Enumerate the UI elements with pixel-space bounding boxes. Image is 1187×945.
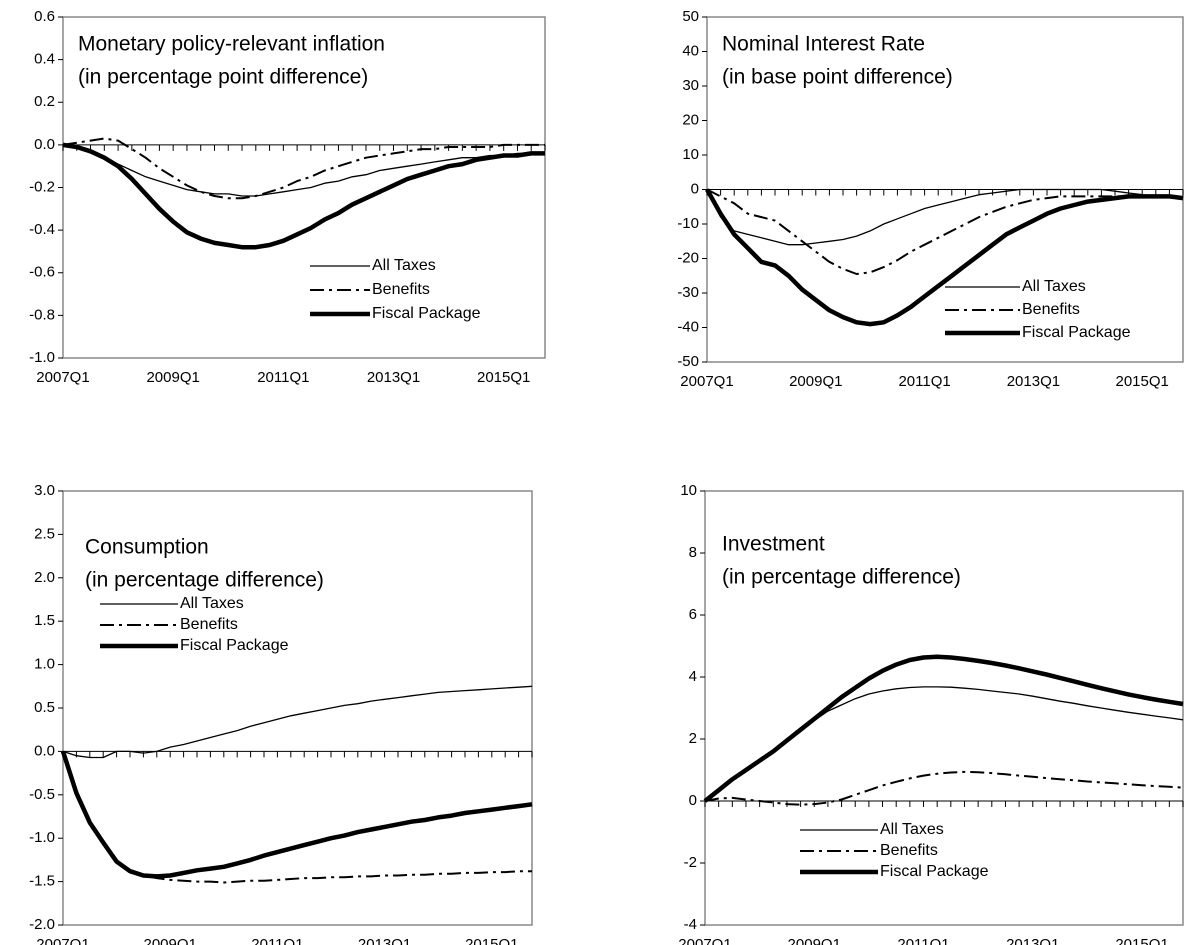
- y-tick-label: 2.5: [34, 525, 55, 542]
- legend-label: Fiscal Package: [1022, 324, 1131, 341]
- legend-label: Fiscal Package: [372, 305, 481, 322]
- y-tick-label: 8: [689, 544, 697, 561]
- chart-title: Investment: [722, 533, 825, 556]
- y-tick-label: -1.0: [29, 349, 55, 366]
- y-tick-label: 10: [682, 146, 699, 163]
- y-tick-label: 2.0: [34, 569, 55, 586]
- y-tick-label: -0.2: [29, 178, 55, 195]
- x-tick-label: 2007Q1: [36, 369, 89, 386]
- y-tick-label: -4: [684, 916, 697, 933]
- y-tick-label: -0.4: [29, 221, 55, 238]
- y-tick-label: -10: [677, 215, 699, 232]
- chart-title: Monetary policy-relevant inflation: [78, 33, 385, 56]
- series-line: [706, 188, 1184, 275]
- chart-subtitle: (in percentage difference): [722, 566, 961, 589]
- chart-subtitle: (in percentage point difference): [78, 66, 368, 89]
- x-tick-label: 2011Q1: [897, 936, 949, 945]
- y-tick-label: 20: [682, 111, 699, 128]
- y-tick-label: -1.0: [29, 829, 55, 846]
- series-line: [62, 142, 545, 250]
- x-tick-label: 2009Q1: [789, 373, 842, 390]
- legend-label: Fiscal Package: [880, 863, 989, 880]
- series-line: [62, 685, 533, 759]
- y-tick-label: 6: [689, 606, 697, 623]
- x-tick-label: 2015Q1: [477, 369, 530, 386]
- y-tick-label: -0.6: [29, 264, 55, 281]
- x-tick-label: 2011Q1: [257, 369, 309, 386]
- chart-subtitle: (in percentage difference): [85, 569, 324, 592]
- legend-label: All Taxes: [372, 257, 436, 274]
- x-tick-label: 2013Q1: [358, 936, 411, 945]
- x-tick-label: 2013Q1: [367, 369, 420, 386]
- y-tick-label: -20: [677, 249, 699, 266]
- series-line: [706, 188, 1184, 246]
- x-tick-label: 2007Q1: [680, 373, 733, 390]
- y-tick-label: 50: [682, 8, 699, 25]
- y-tick-label: 0: [691, 180, 699, 197]
- y-tick-label: 2: [689, 730, 697, 747]
- x-tick-label: 2011Q1: [898, 373, 950, 390]
- series-line: [62, 751, 532, 884]
- y-tick-label: -1.5: [29, 873, 55, 890]
- legend-label: Fiscal Package: [180, 637, 289, 654]
- y-tick-label: 0.0: [34, 742, 55, 759]
- legend-label: All Taxes: [180, 595, 244, 612]
- series-line: [705, 188, 1184, 327]
- y-tick-label: -40: [677, 318, 699, 335]
- chart-title: Nominal Interest Rate: [722, 33, 925, 56]
- y-tick-label: 4: [689, 668, 697, 685]
- y-tick-label: -2: [684, 854, 697, 871]
- legend-label: All Taxes: [1022, 278, 1086, 295]
- legend-label: Benefits: [880, 842, 938, 859]
- y-tick-label: -0.5: [29, 786, 55, 803]
- x-tick-label: 2009Q1: [788, 936, 841, 945]
- y-tick-label: 1.0: [34, 656, 55, 673]
- y-tick-label: 0.0: [34, 136, 55, 153]
- x-tick-label: 2009Q1: [146, 369, 199, 386]
- y-tick-label: 1.5: [34, 612, 55, 629]
- x-tick-label: 2013Q1: [1007, 373, 1060, 390]
- y-tick-label: 0.5: [34, 699, 55, 716]
- x-tick-label: 2015Q1: [1115, 936, 1168, 945]
- y-tick-label: 0: [689, 792, 697, 809]
- chart-title: Consumption: [85, 536, 209, 559]
- x-tick-label: 2007Q1: [678, 936, 731, 945]
- legend-label: All Taxes: [880, 821, 944, 838]
- x-tick-label: 2015Q1: [1116, 373, 1169, 390]
- y-tick-label: -50: [677, 353, 699, 370]
- series-line: [703, 654, 1184, 803]
- y-tick-label: -2.0: [29, 916, 55, 933]
- legend-label: Benefits: [1022, 301, 1080, 318]
- plot-frame: [704, 490, 1184, 926]
- y-tick-label: 3.0: [34, 482, 55, 499]
- series-line: [60, 750, 533, 879]
- x-tick-label: 2015Q1: [465, 936, 518, 945]
- y-tick-label: 0.2: [34, 93, 55, 110]
- y-tick-label: -30: [677, 284, 699, 301]
- series-line: [704, 770, 1184, 806]
- y-tick-label: 0.4: [34, 51, 55, 68]
- y-tick-label: -0.8: [29, 306, 55, 323]
- x-tick-label: 2013Q1: [1006, 936, 1059, 945]
- y-tick-label: 10: [680, 482, 697, 499]
- chart-subtitle: (in base point difference): [722, 66, 953, 89]
- y-tick-label: 30: [682, 77, 699, 94]
- series-line: [62, 137, 545, 200]
- x-tick-label: 2009Q1: [144, 936, 197, 945]
- y-tick-label: 40: [682, 42, 699, 59]
- legend-label: Benefits: [180, 616, 238, 633]
- legend-label: Benefits: [372, 281, 430, 298]
- x-tick-label: 2007Q1: [36, 936, 89, 945]
- series-line: [62, 144, 545, 197]
- x-tick-label: 2011Q1: [251, 936, 303, 945]
- y-tick-label: 0.6: [34, 8, 55, 25]
